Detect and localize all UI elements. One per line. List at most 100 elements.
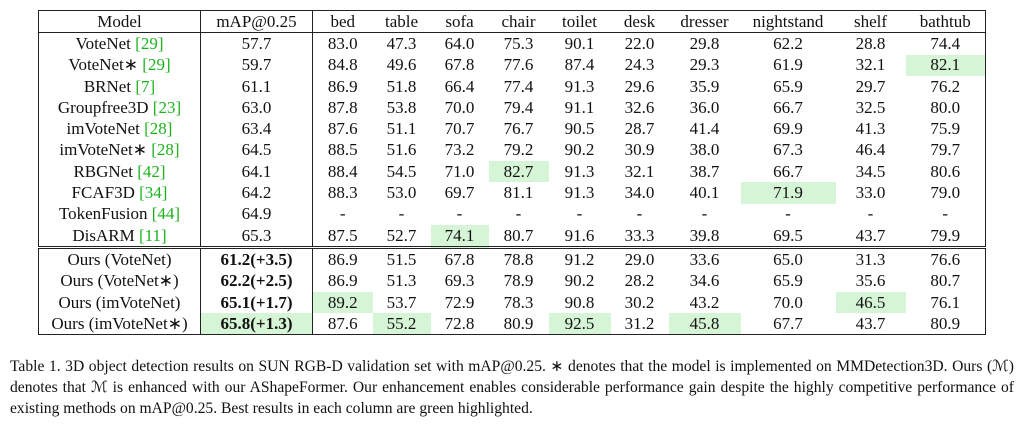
header-cell: bathtub xyxy=(919,11,971,31)
value-cell: 29.3 xyxy=(689,55,720,75)
value-cell: 29.7 xyxy=(855,76,886,96)
header-cell: mAP@0.25 xyxy=(200,10,313,33)
value-cell: 65.0 xyxy=(773,249,803,269)
value-cell: 84.8 xyxy=(327,55,358,75)
value-cell: 53.0 xyxy=(386,183,417,203)
value-cell: 69.3 xyxy=(444,271,475,291)
header-cell: table xyxy=(384,11,419,31)
table-row: Groupfree3D [23] 63.0 87.8 53.8 70.0 79.4 91.1… xyxy=(38,97,986,119)
results-table: Model mAP@0.25 bed table sofa chair toilet desk… xyxy=(38,10,986,336)
model-cell: VoteNet∗ [29] xyxy=(38,54,201,76)
value-cell: 90.8 xyxy=(564,292,595,312)
table-row: VoteNet [29] 57.7 83.0 47.3 64.0 75.3 90.1 22.0… xyxy=(38,32,986,55)
model-name: Ours (imVoteNet∗) xyxy=(51,313,188,333)
value-cell: 29.8 xyxy=(689,33,720,53)
value-cell: 80.0 xyxy=(930,97,961,117)
model-cell: imVoteNet [28] xyxy=(38,118,201,140)
value-cell: 64.9 xyxy=(200,203,313,225)
value-cell: 91.6 xyxy=(564,225,595,245)
value-cell: - xyxy=(576,204,583,224)
value-cell: 77.4 xyxy=(503,76,534,96)
table-row: Ours (imVoteNet∗) 65.8(+1.3) 87.6 55.2 72.8 8… xyxy=(38,313,986,335)
value-cell: 35.9 xyxy=(689,76,720,96)
value-cell: 78.3 xyxy=(503,292,534,312)
value-cell: 87.8 xyxy=(327,97,358,117)
value-cell: 76.2 xyxy=(930,76,961,96)
model-cell: TokenFusion [44] xyxy=(38,203,201,225)
value-cell: 76.6 xyxy=(930,249,961,269)
value-cell: 70.7 xyxy=(444,119,475,139)
table-row: DisARM [11] 65.3 87.5 52.7 74.1 80.7 91.6 33.3 3… xyxy=(38,224,986,248)
value-cell: 71.0 xyxy=(444,161,475,181)
value-cell: 38.0 xyxy=(689,140,720,160)
value-cell: 31.2 xyxy=(624,313,655,333)
value-cell: 65.8(+1.3) xyxy=(200,313,313,335)
citation: [28] xyxy=(151,140,180,160)
value-cell: 86.9 xyxy=(327,249,358,269)
model-name: VoteNet xyxy=(75,33,131,53)
model-cell: Groupfree3D [23] xyxy=(38,97,201,119)
value-cell: 71.9 xyxy=(740,182,836,204)
value-cell: 67.8 xyxy=(444,55,475,75)
model-cell: VoteNet [29] xyxy=(38,32,201,55)
model-cell: Ours (imVoteNet∗) xyxy=(38,313,201,335)
value-cell: 91.3 xyxy=(564,183,595,203)
value-cell: 79.7 xyxy=(930,140,961,160)
header-cell: toilet xyxy=(562,11,597,31)
value-cell: 34.5 xyxy=(855,161,886,181)
value-cell: 72.8 xyxy=(444,313,475,333)
table-row: RBGNet [42] 64.1 88.4 54.5 71.0 82.7 91.3 32.1 3… xyxy=(38,161,986,183)
table-row: imVoteNet [28] 63.4 87.6 51.1 70.7 76.7 90.5 28… xyxy=(38,118,986,140)
value-cell: 62.2(+2.5) xyxy=(200,270,313,292)
citation: [34] xyxy=(139,183,168,203)
value-cell: 82.7 xyxy=(488,161,549,183)
value-cell: 92.5 xyxy=(548,313,611,335)
model-name: Ours (imVoteNet) xyxy=(58,292,181,312)
value-cell: 38.7 xyxy=(689,161,720,181)
value-cell: 91.3 xyxy=(564,76,595,96)
value-cell: 64.1 xyxy=(200,161,313,183)
model-cell: FCAF3D [34] xyxy=(38,182,201,204)
model-name: Ours (VoteNet) xyxy=(67,249,172,269)
value-cell: 63.4 xyxy=(200,118,313,140)
header-cell: nightstand xyxy=(752,11,824,31)
value-cell: 75.9 xyxy=(930,119,961,139)
model-cell: Ours (VoteNet∗) xyxy=(38,270,201,292)
value-cell: 74.1 xyxy=(430,224,489,248)
table-row: Ours (VoteNet) 61.2(+3.5) 86.9 51.5 67.8 78.8… xyxy=(38,247,986,271)
value-cell: 80.9 xyxy=(503,313,534,333)
value-cell: 72.9 xyxy=(444,292,475,312)
value-cell: 43.7 xyxy=(855,313,886,333)
value-cell: - xyxy=(398,204,405,224)
value-cell: 66.4 xyxy=(444,76,475,96)
value-cell: 90.2 xyxy=(564,271,595,291)
value-cell: 36.0 xyxy=(689,97,720,117)
table-row: VoteNet∗ [29] 59.7 84.8 49.6 67.8 77.6 87.4 24.… xyxy=(38,54,986,76)
value-cell: 35.6 xyxy=(855,271,886,291)
model-cell: imVoteNet∗ [28] xyxy=(38,139,201,162)
value-cell: 70.0 xyxy=(444,97,475,117)
value-cell: 65.9 xyxy=(773,76,803,96)
model-name: imVoteNet∗ xyxy=(59,140,147,160)
value-cell: 88.3 xyxy=(327,183,358,203)
value-cell: 69.9 xyxy=(773,119,803,139)
table-row: TokenFusion [44] 64.9- - - - - - - - - - xyxy=(38,203,986,225)
value-cell: 82.1 xyxy=(905,54,986,76)
value-cell: 59.7 xyxy=(200,54,313,76)
value-cell: 29.0 xyxy=(624,249,655,269)
value-cell: - xyxy=(456,204,463,224)
value-cell: 32.1 xyxy=(855,55,886,75)
value-cell: 86.9 xyxy=(327,271,358,291)
value-cell: 28.2 xyxy=(624,271,655,291)
model-name: imVoteNet xyxy=(66,119,140,139)
value-cell: 66.7 xyxy=(773,97,803,117)
caption: Table 1. 3D object detection results on … xyxy=(10,358,1014,417)
citation: [29] xyxy=(135,33,164,53)
value-cell: 90.5 xyxy=(564,119,595,139)
value-cell: 64.2 xyxy=(200,182,313,204)
header-row: Model mAP@0.25 bed table sofa chair toilet desk… xyxy=(38,10,986,33)
value-cell: 76.7 xyxy=(503,119,534,139)
value-cell: 62.2 xyxy=(773,33,803,53)
citation: [44] xyxy=(151,204,181,224)
